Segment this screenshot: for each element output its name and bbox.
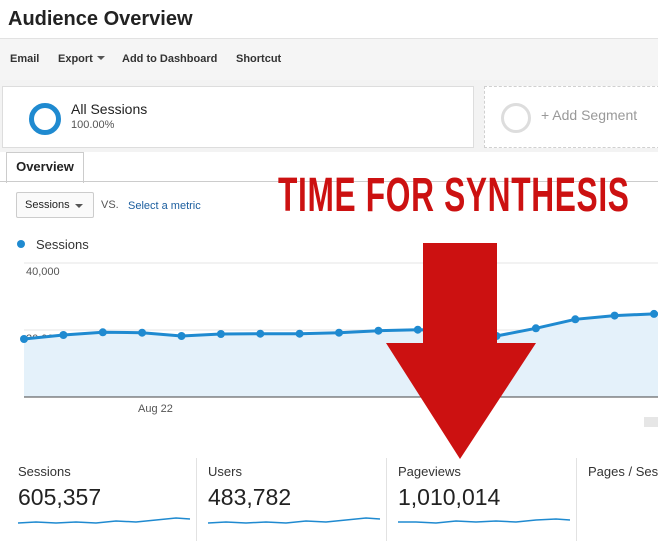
stat-value: 483,782 [208, 484, 292, 510]
sessions-chart: 40,000 20,000 Aug 22 [20, 262, 658, 427]
data-point-7[interactable] [295, 329, 304, 338]
data-point-4[interactable] [177, 332, 186, 340]
segment-percent: 100.00% [71, 119, 115, 131]
stat-users[interactable]: Users 483,782 [200, 458, 382, 541]
data-point-10[interactable] [413, 325, 422, 334]
segment-row: All Sessions 100.00% + Add Segment [0, 80, 658, 152]
chart-scroll-handle[interactable] [644, 417, 658, 427]
export-button[interactable]: Export [58, 53, 105, 65]
report-toolbar: Email Export Add to Dashboard Shortcut [0, 38, 658, 82]
page-title: Audience Overview [8, 8, 193, 30]
metric-select-value: Sessions [25, 199, 70, 211]
legend-dot-icon [17, 240, 25, 248]
data-point-6[interactable] [256, 329, 265, 338]
add-segment-label: + Add Segment [541, 107, 638, 123]
stat-label: Pages / Ses [588, 464, 658, 479]
tab-overview[interactable]: Overview [6, 152, 84, 183]
red-down-arrow-icon [386, 243, 536, 459]
sparkline [398, 518, 571, 524]
y-tick-40000: 40,000 [26, 266, 60, 278]
stat-divider [576, 458, 577, 541]
data-point-3[interactable] [138, 328, 147, 337]
data-point-13[interactable] [531, 324, 540, 333]
stat-label: Users [208, 464, 242, 479]
stat-label: Sessions [18, 464, 71, 479]
segment-ring-icon [29, 103, 61, 135]
stat-value: 1,010,014 [398, 484, 501, 510]
sessions-area [24, 313, 658, 397]
segment-name: All Sessions [71, 101, 148, 117]
stat-divider [196, 458, 197, 541]
stat-value: 605,357 [18, 484, 102, 510]
add-to-dashboard-button[interactable]: Add to Dashboard [122, 53, 218, 65]
metric-select[interactable]: Sessions [16, 192, 94, 218]
data-point-1[interactable] [59, 331, 68, 339]
sparkline [17, 517, 191, 524]
select-metric-link[interactable]: Select a metric [128, 200, 201, 212]
data-point-9[interactable] [374, 326, 383, 335]
segment-all-sessions[interactable]: All Sessions 100.00% [2, 86, 474, 148]
email-button[interactable]: Email [10, 53, 40, 65]
export-label: Export [58, 53, 93, 65]
stat-label: Pageviews [398, 464, 461, 479]
shortcut-button[interactable]: Shortcut [236, 53, 282, 65]
vs-label: VS. [101, 199, 119, 211]
tab-divider [0, 181, 658, 182]
data-point-15[interactable] [610, 311, 619, 320]
stats-row: Sessions 605,357 Users 483,782 Pageviews… [0, 458, 658, 541]
stat-divider [386, 458, 387, 541]
stat-pageviews[interactable]: Pageviews 1,010,014 [390, 458, 572, 541]
data-point-0[interactable] [20, 335, 28, 343]
chevron-down-icon [96, 56, 105, 60]
overlay-banner: TIME FOR SYNTHESIS [278, 169, 630, 222]
data-point-16[interactable] [650, 309, 658, 318]
data-point-8[interactable] [335, 328, 343, 337]
sparkline [207, 517, 381, 524]
stat-pages-per-session[interactable]: Pages / Ses [580, 458, 658, 541]
empty-segment-ring-icon [501, 103, 531, 133]
x-tick-aug-22: Aug 22 [138, 403, 173, 415]
stat-sessions[interactable]: Sessions 605,357 [10, 458, 192, 541]
chevron-down-icon [75, 204, 83, 208]
sessions-line [23, 312, 658, 341]
data-point-5[interactable] [216, 330, 225, 338]
legend-label: Sessions [36, 237, 89, 252]
add-segment-button[interactable]: + Add Segment [484, 86, 658, 148]
data-point-14[interactable] [571, 315, 580, 324]
data-point-2[interactable] [98, 328, 107, 337]
